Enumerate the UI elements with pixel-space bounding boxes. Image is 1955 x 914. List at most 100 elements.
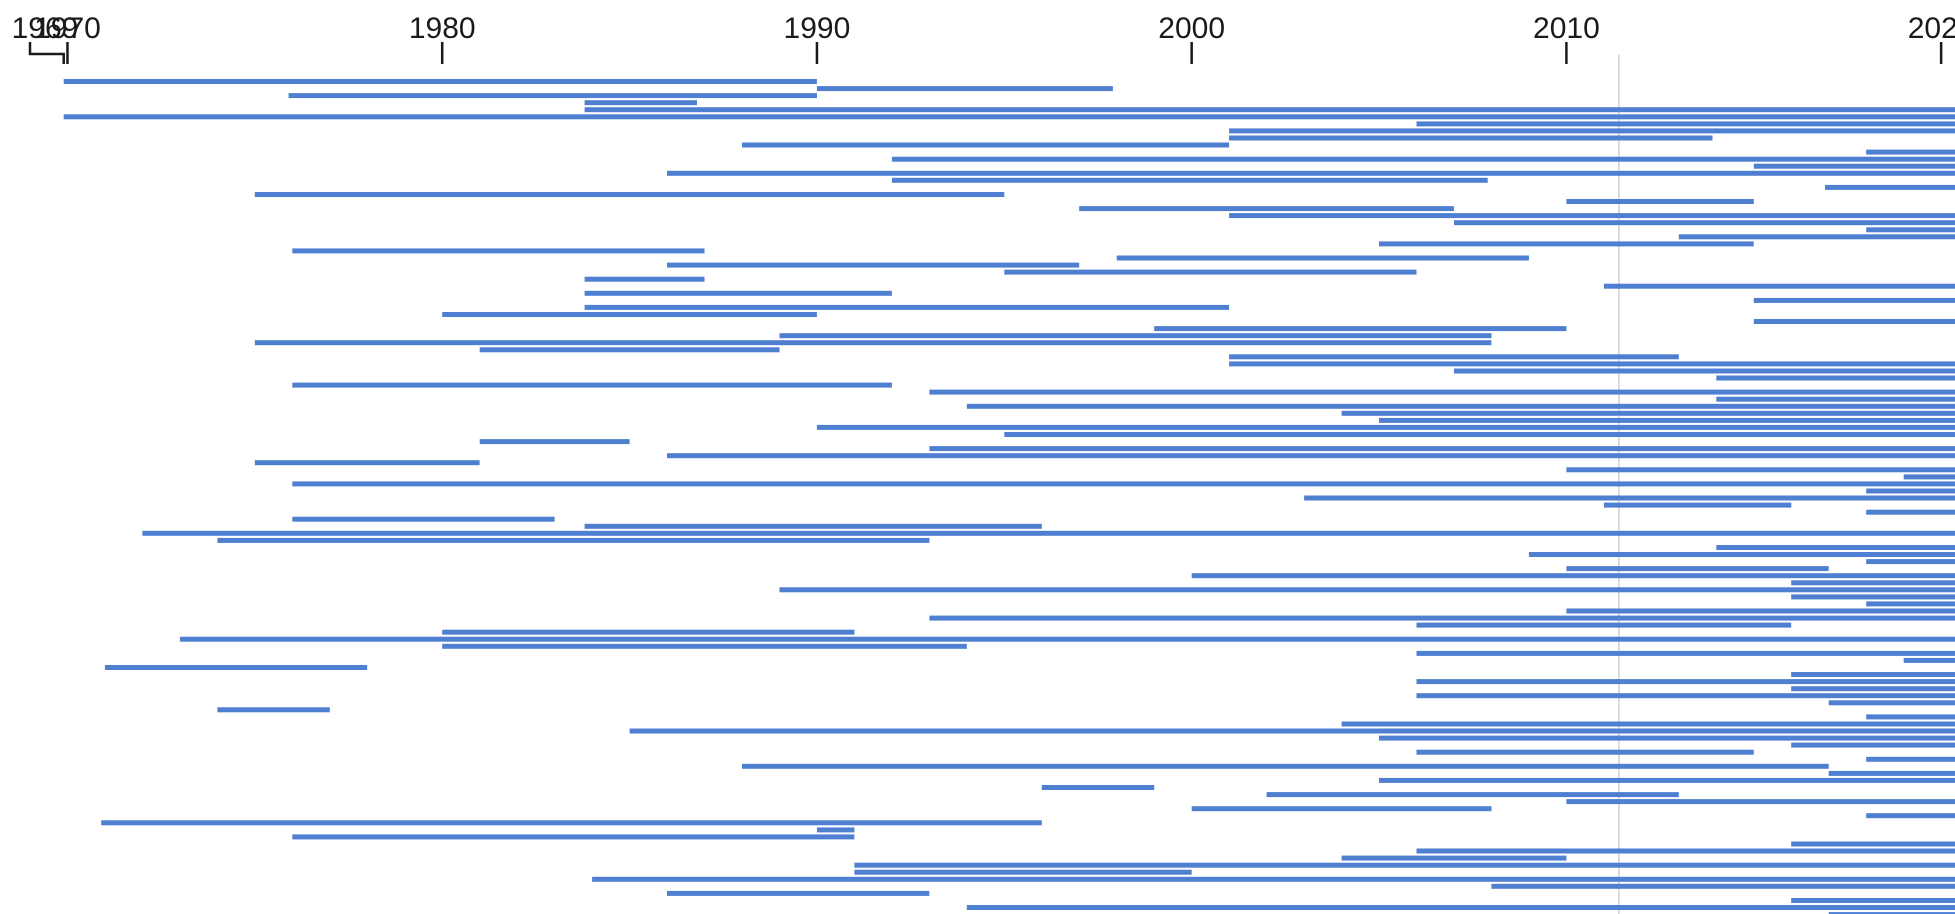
timeline-bar xyxy=(1416,848,1955,854)
timeline-bar xyxy=(1004,432,1955,437)
timeline-bar xyxy=(929,615,1955,621)
timeline-bar xyxy=(1566,199,1754,204)
timeline-bar xyxy=(1341,855,1567,861)
timeline-bar xyxy=(1791,594,1955,600)
timeline-bar xyxy=(816,424,1955,430)
timeline-bar xyxy=(254,460,480,466)
timeline-bar xyxy=(584,304,1230,310)
timeline-bar xyxy=(1491,883,1955,889)
timeline-bar xyxy=(442,629,855,635)
timeline-bar xyxy=(1903,474,1955,480)
timeline-bar xyxy=(1341,721,1955,727)
timeline-bar xyxy=(1903,657,1955,663)
timeline-bar xyxy=(592,876,1955,882)
timeline-bar xyxy=(254,192,1005,197)
timeline-bar xyxy=(1454,368,1955,374)
timeline-bar xyxy=(891,156,1955,162)
timeline-bar xyxy=(1416,650,1955,656)
timeline-bar xyxy=(63,114,1955,120)
timeline-bar xyxy=(479,347,780,353)
timeline-bar xyxy=(584,276,705,282)
timeline-bar xyxy=(667,170,1955,176)
timeline-bar xyxy=(1791,841,1955,847)
timeline-bar xyxy=(254,340,1492,346)
timeline-bar xyxy=(966,403,1955,409)
timeline-bar xyxy=(442,643,967,649)
timeline-bar xyxy=(1866,559,1955,565)
timeline-bar xyxy=(667,262,1080,268)
timeline-bar xyxy=(288,93,818,99)
timeline-bar xyxy=(142,530,1955,536)
timeline-bar xyxy=(217,537,930,543)
timeline-bar xyxy=(1416,693,1955,699)
timeline-bar xyxy=(891,177,1488,183)
timeline-bar xyxy=(179,636,1955,642)
timeline-bar xyxy=(292,516,555,522)
timeline-bar xyxy=(1716,396,1955,402)
timeline-bar xyxy=(1041,785,1155,790)
timeline-bar xyxy=(1566,566,1829,572)
timeline-bar xyxy=(1566,467,1955,473)
timeline-bar xyxy=(1191,806,1492,812)
timeline-bar xyxy=(1079,206,1454,212)
timeline-bar xyxy=(1379,241,1754,247)
timeline-bar xyxy=(1791,898,1955,903)
timeline-bar xyxy=(1116,255,1529,261)
timeline-bar xyxy=(1866,756,1955,762)
timeline-bar xyxy=(1454,220,1955,226)
timeline-bar xyxy=(584,290,892,296)
timeline-bar xyxy=(292,481,1955,487)
timeline-bar xyxy=(584,100,697,106)
timeline-bar xyxy=(629,728,1955,734)
timeline-bar xyxy=(1416,121,1955,127)
timeline-bar xyxy=(1866,714,1955,720)
timeline-bar xyxy=(1191,573,1955,579)
axis-tick-label: 2020 xyxy=(1908,12,1955,45)
axis-tick-label: 1970 xyxy=(34,12,101,45)
timeline-bar xyxy=(1828,770,1955,776)
timeline-bar xyxy=(1379,735,1955,741)
timeline-bar xyxy=(1341,410,1955,416)
timeline-bar xyxy=(854,869,1192,875)
axis-tick-label: 2010 xyxy=(1533,12,1600,45)
axis-tick-label: 1980 xyxy=(409,12,476,45)
timeline-bar xyxy=(584,523,1042,529)
timeline-bar xyxy=(966,905,1955,910)
timeline-bar xyxy=(929,446,1955,452)
timeline-bar xyxy=(1866,149,1955,155)
timeline-bar xyxy=(1004,269,1417,275)
timeline-bar xyxy=(1416,749,1754,755)
axis-tick-label: 2000 xyxy=(1158,12,1225,45)
timeline-bar xyxy=(742,763,1829,769)
timeline-bar xyxy=(1229,361,1955,367)
timeline-bar xyxy=(1566,608,1955,614)
timeline-bar xyxy=(1154,326,1567,332)
timeline-bar xyxy=(816,827,855,833)
timeline-bar xyxy=(1266,792,1679,798)
timeline-bar xyxy=(1866,601,1955,607)
timeline-bar xyxy=(217,707,330,713)
timeline-bar xyxy=(1229,213,1955,219)
timeline-bar xyxy=(1866,488,1955,494)
timeline-bar xyxy=(584,107,1955,113)
timeline-bar xyxy=(292,248,705,254)
timeline-bar xyxy=(1379,777,1955,783)
timeline-bar xyxy=(1791,742,1955,748)
axis-bracket-start xyxy=(28,42,65,64)
timeline-bar xyxy=(1416,679,1955,685)
timeline-bar xyxy=(742,142,1230,148)
timeline-bar xyxy=(854,862,1955,868)
timeline-bar xyxy=(1603,283,1955,289)
timeline-bar xyxy=(1753,297,1955,303)
timeline-bar xyxy=(1716,545,1955,550)
timeline-bar xyxy=(1229,128,1955,134)
timeline-bar xyxy=(667,890,930,896)
timeline-bar xyxy=(1229,354,1679,360)
timeline-bar xyxy=(1379,417,1955,423)
axis-tick-label: 1990 xyxy=(784,12,851,45)
timeline-bar xyxy=(1566,799,1955,805)
timeline-bar xyxy=(929,389,1955,395)
timeline-bar xyxy=(101,820,1042,826)
